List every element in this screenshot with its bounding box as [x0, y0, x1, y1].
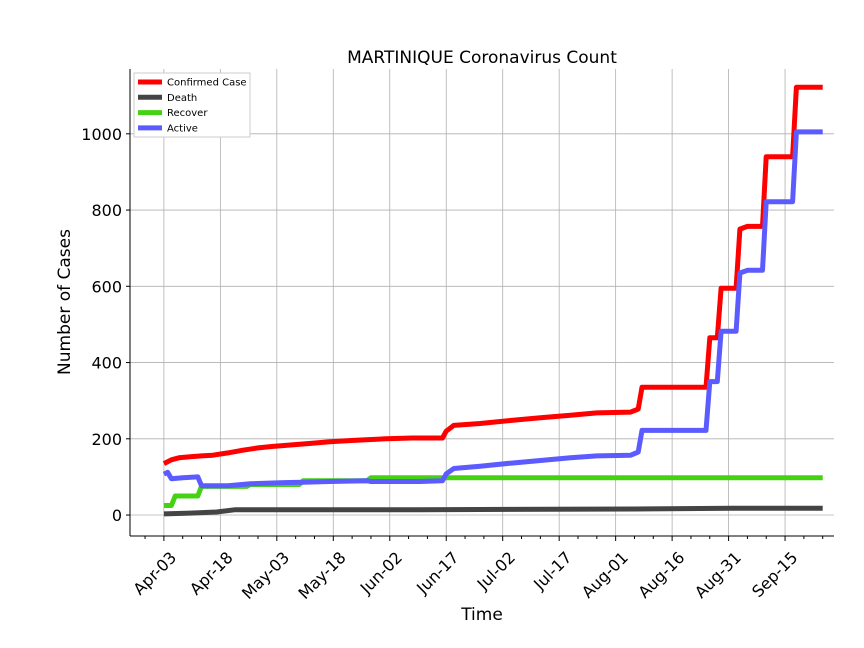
grid [130, 69, 834, 536]
series-lines [162, 84, 823, 517]
axes [129, 69, 834, 537]
x-axis-label: Time [460, 605, 503, 625]
y-tick-label: 200 [91, 430, 122, 449]
legend-label-recover: Recover [167, 108, 208, 119]
y-tick-label: 1000 [81, 125, 122, 144]
series-line-active [162, 129, 823, 489]
y-ticks: 0 200 400 600 800 1000 [81, 125, 130, 525]
y-tick-label: 600 [91, 277, 122, 296]
legend-label-confirmed-case: Confirmed Case [167, 78, 247, 89]
y-tick-label: 0 [112, 506, 122, 525]
legend-label-active: Active [167, 123, 198, 134]
chart-title: MARTINIQUE Coronavirus Count [347, 48, 617, 68]
y-tick-label: 400 [91, 354, 122, 373]
y-axis-label: Number of Cases [55, 229, 75, 375]
y-tick-label: 800 [91, 201, 122, 220]
series-line-confirmed-case [162, 84, 823, 466]
legend-label-death: Death [167, 93, 197, 104]
series-line-death [163, 505, 823, 517]
legend: Confirmed Case Death Recover Active [133, 72, 251, 138]
